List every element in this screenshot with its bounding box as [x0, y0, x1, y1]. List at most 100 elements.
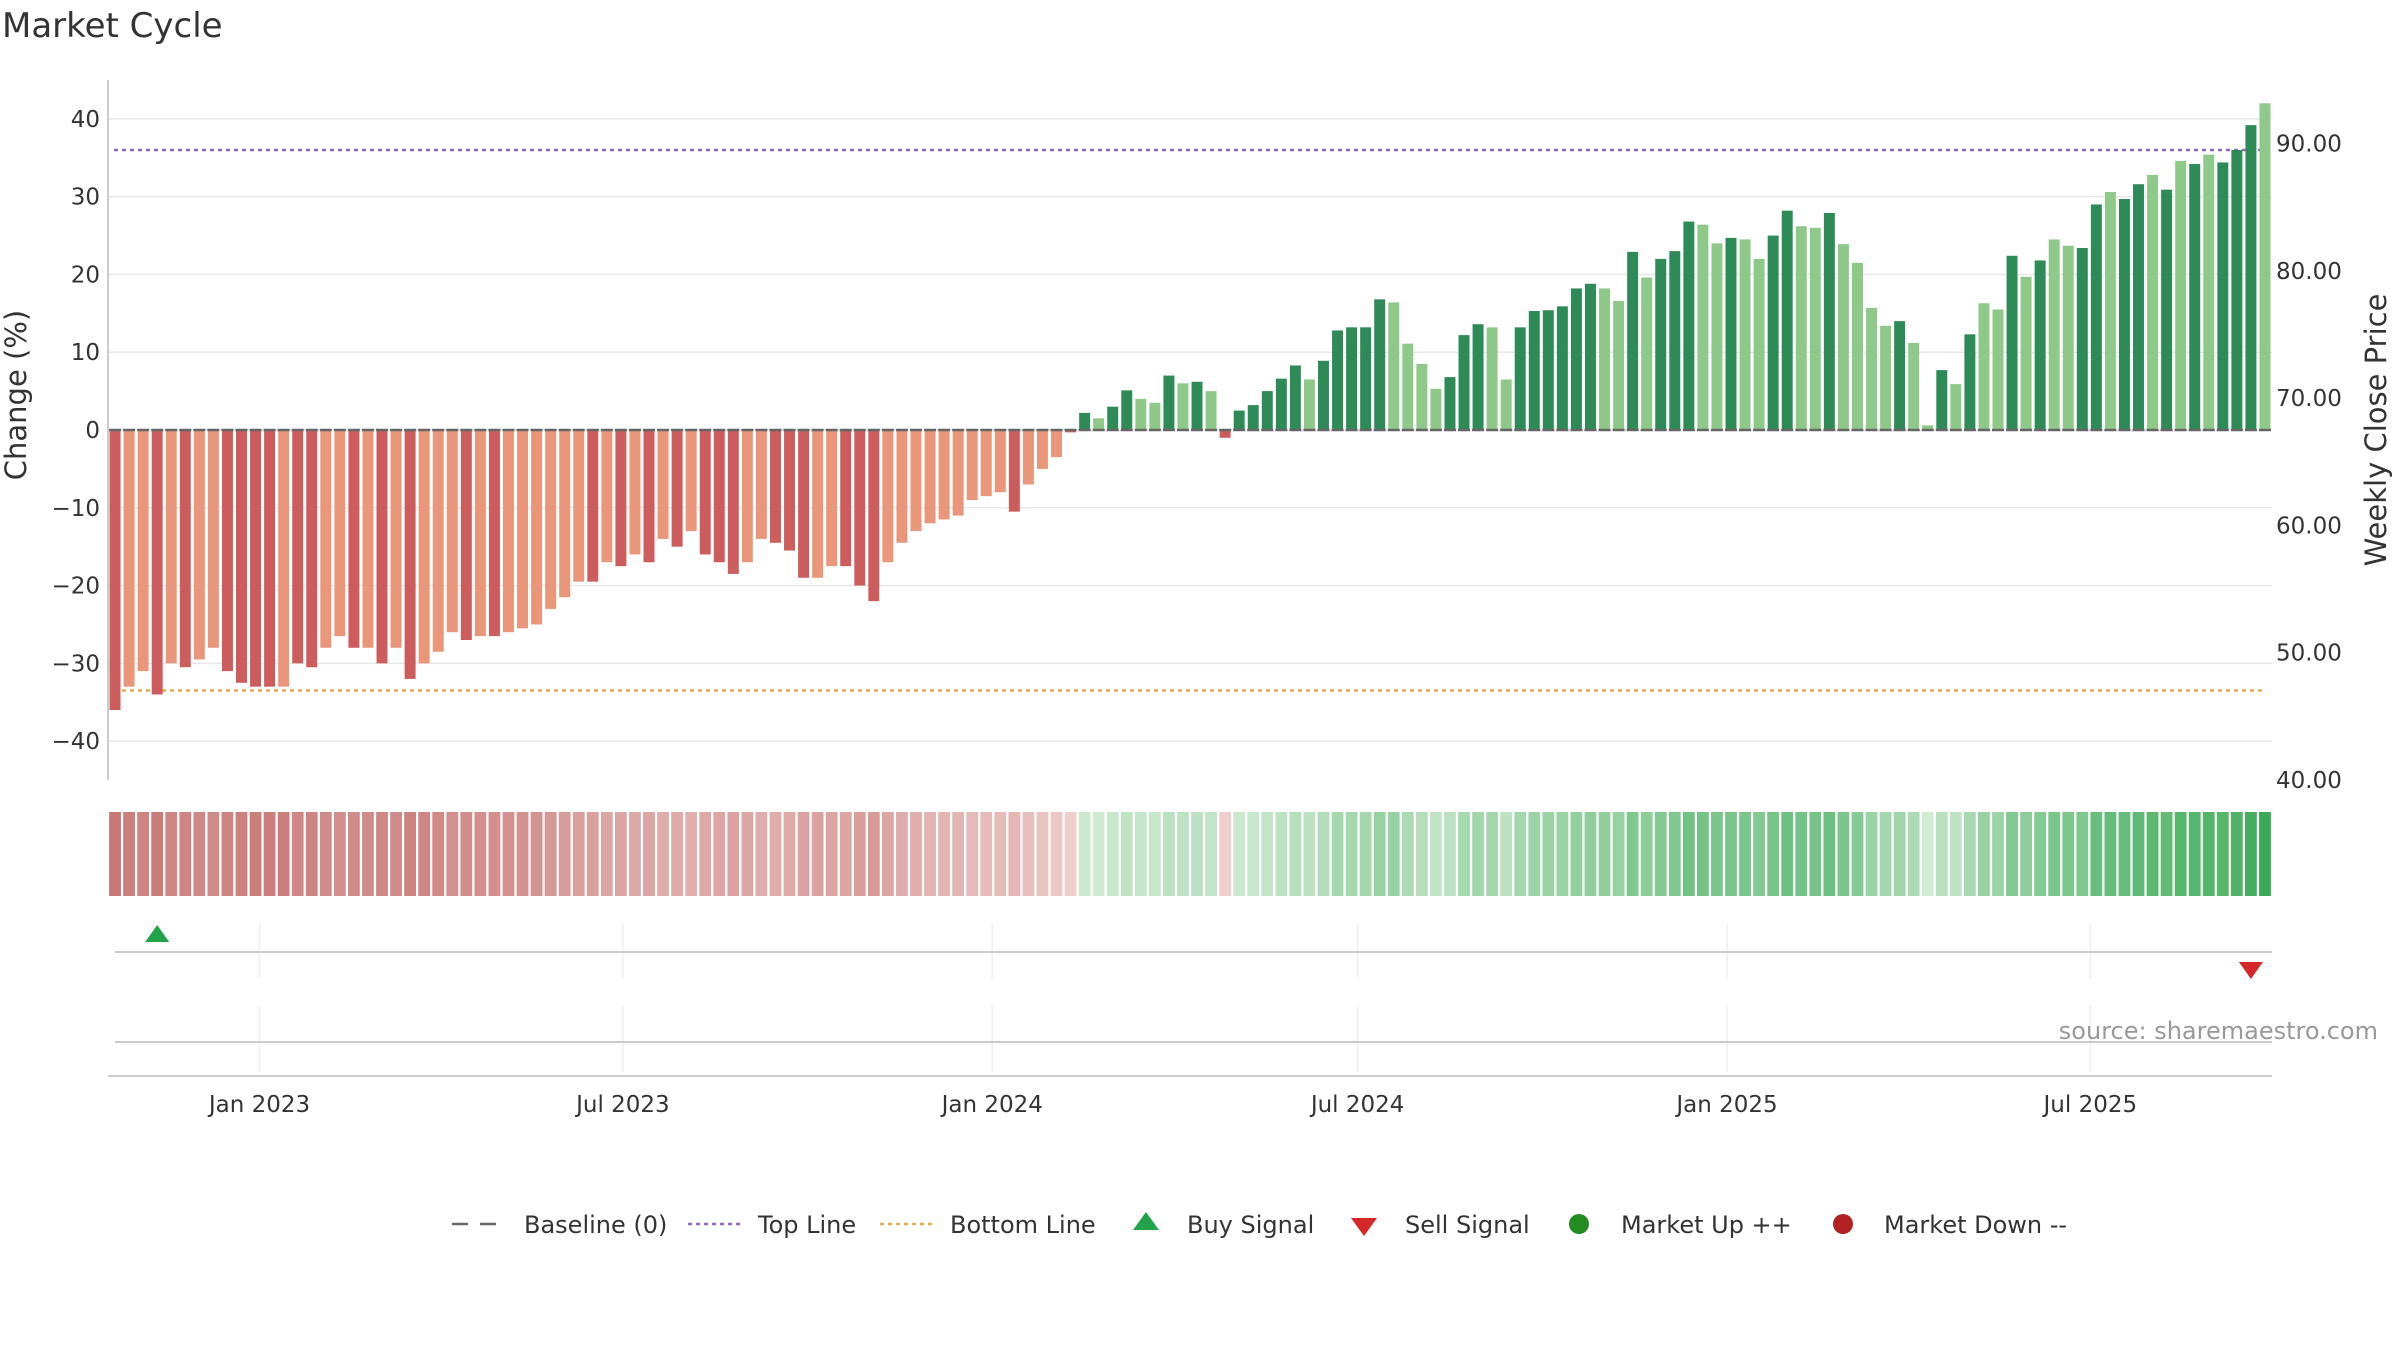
heat-cell — [2048, 812, 2061, 896]
heat-cell — [1401, 812, 1414, 896]
legend-label: Market Up ++ — [1621, 1211, 1792, 1239]
legend-item-0: Baseline (0) — [452, 1211, 667, 1239]
bar — [2189, 164, 2201, 430]
heat-cell — [614, 812, 627, 896]
bar — [994, 430, 1006, 493]
heat-cell — [572, 812, 585, 896]
y2-tick-label: 90.00 — [2276, 132, 2342, 158]
bar — [1894, 321, 1906, 430]
bar — [868, 430, 880, 602]
bar — [1725, 237, 1737, 430]
heat-cell — [474, 812, 487, 896]
heat-cell — [671, 812, 684, 896]
heat-cell — [727, 812, 740, 896]
heat-cell — [2174, 812, 2187, 896]
bar — [1036, 430, 1048, 469]
heat-cell — [1472, 812, 1484, 896]
heat-cell — [558, 812, 571, 896]
heat-cell — [2188, 812, 2201, 896]
heat-cell — [362, 812, 374, 896]
x-tick-label: Jan 2025 — [1674, 1092, 1777, 1118]
bar — [952, 430, 964, 516]
legend-item-3: Buy Signal — [1133, 1211, 1314, 1239]
bar — [713, 430, 725, 563]
heat-cell — [755, 812, 768, 896]
heat-cell — [1809, 812, 1822, 896]
bar — [1472, 324, 1484, 430]
legend-label: Baseline (0) — [524, 1211, 667, 1239]
bar — [727, 430, 739, 574]
sell-signal-marker — [2238, 962, 2263, 979]
bar — [840, 430, 852, 567]
bar — [292, 430, 304, 664]
heat-cell — [404, 812, 417, 896]
bar — [1051, 430, 1062, 458]
heat-cell — [530, 812, 543, 896]
bar — [685, 430, 697, 532]
bar — [517, 430, 529, 629]
bar — [938, 430, 950, 520]
bar — [601, 430, 613, 563]
heat-cell — [586, 812, 599, 896]
heat-cell — [1851, 812, 1864, 896]
heat-cell — [488, 812, 501, 896]
bar — [1992, 309, 2004, 430]
heat-cell — [1823, 812, 1836, 896]
heat-cell — [1387, 812, 1400, 896]
heat-cell — [1696, 812, 1709, 896]
bar — [1613, 300, 1625, 430]
y-tick-label: 40 — [71, 107, 100, 133]
threshold-lines — [114, 148, 2262, 692]
bar — [1135, 398, 1147, 430]
bar — [1655, 258, 1667, 430]
bar — [2259, 103, 2271, 430]
heat-cell — [2132, 812, 2145, 896]
heat-cell — [1177, 812, 1189, 896]
heat-cell — [1345, 812, 1358, 896]
heat-cell — [1654, 812, 1667, 896]
heat-cell — [853, 812, 866, 896]
heat-cell — [319, 812, 332, 896]
heat-cell — [221, 812, 234, 896]
heat-cell — [966, 812, 979, 896]
bar — [615, 430, 627, 567]
heat-cell — [1570, 812, 1583, 896]
bar — [1880, 325, 1892, 430]
bar — [1837, 244, 1849, 430]
heat-cell — [1640, 812, 1653, 896]
bar — [1191, 381, 1203, 430]
bar — [2147, 174, 2159, 430]
heat-cell — [1879, 812, 1892, 896]
x-tick-label: Jan 2024 — [940, 1092, 1043, 1118]
bar — [1093, 418, 1105, 430]
heat-cell — [1949, 812, 1962, 896]
heat-cell — [797, 812, 810, 896]
legend-label: Sell Signal — [1405, 1211, 1530, 1239]
legend-sell-signal-icon — [1351, 1218, 1377, 1236]
y-tick-label: −30 — [51, 651, 100, 677]
heat-cell — [418, 812, 431, 896]
heat-cell — [685, 812, 698, 896]
heat-cell — [137, 812, 150, 896]
legend-item-4: Sell Signal — [1351, 1211, 1530, 1239]
heat-cell — [2202, 812, 2215, 896]
bar — [657, 430, 669, 539]
x-tick-label: Jul 2024 — [1309, 1092, 1405, 1118]
heat-cell — [151, 812, 164, 896]
heat-cell — [502, 812, 515, 896]
heat-cell — [1514, 812, 1527, 896]
y2-tick-label: 60.00 — [2276, 513, 2342, 539]
heat-cell — [643, 812, 655, 896]
bar — [1079, 412, 1091, 430]
bar — [2034, 260, 2046, 430]
bar — [1486, 327, 1498, 430]
bar — [798, 430, 810, 578]
heat-cell — [657, 812, 669, 896]
heat-cell — [938, 812, 950, 896]
bar — [1388, 302, 1400, 430]
bar — [2231, 150, 2243, 430]
bar — [1121, 390, 1133, 430]
heat-cell — [2245, 812, 2257, 896]
bar — [826, 430, 838, 567]
